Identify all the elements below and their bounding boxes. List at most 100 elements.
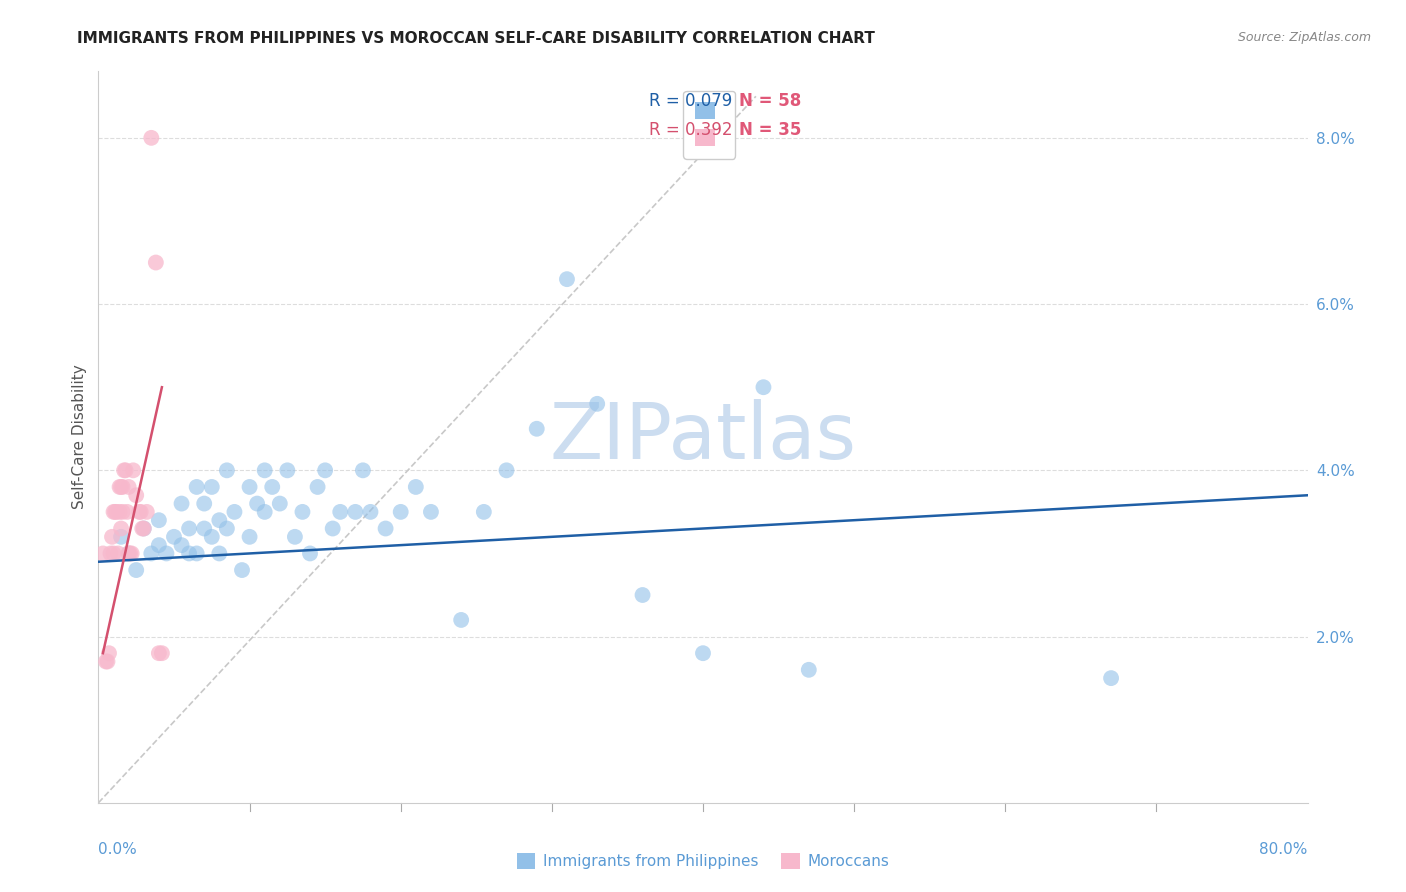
Point bbox=[586, 397, 609, 411]
Point bbox=[405, 480, 427, 494]
Point bbox=[269, 497, 291, 511]
Point bbox=[103, 546, 125, 560]
Point bbox=[797, 663, 820, 677]
Point bbox=[114, 463, 136, 477]
Point bbox=[150, 646, 173, 660]
Text: 0.0%: 0.0% bbox=[98, 842, 138, 856]
Y-axis label: Self-Care Disability: Self-Care Disability bbox=[72, 365, 87, 509]
Point bbox=[111, 505, 134, 519]
Point bbox=[118, 480, 141, 494]
Point bbox=[132, 521, 155, 535]
Point bbox=[122, 463, 145, 477]
Legend: , : , bbox=[683, 91, 735, 159]
Point bbox=[555, 272, 578, 286]
Point bbox=[450, 613, 472, 627]
Point bbox=[110, 521, 132, 535]
Text: 80.0%: 80.0% bbox=[1260, 842, 1308, 856]
Point bbox=[208, 513, 231, 527]
Point bbox=[374, 521, 396, 535]
Point bbox=[111, 480, 134, 494]
Point bbox=[253, 463, 276, 477]
Point bbox=[322, 521, 344, 535]
Point bbox=[215, 463, 238, 477]
Point bbox=[253, 505, 276, 519]
Point bbox=[112, 463, 135, 477]
Text: IMMIGRANTS FROM PHILIPPINES VS MOROCCAN SELF-CARE DISABILITY CORRELATION CHART: IMMIGRANTS FROM PHILIPPINES VS MOROCCAN … bbox=[77, 31, 875, 46]
Point bbox=[291, 505, 314, 519]
Point bbox=[135, 505, 157, 519]
Point bbox=[186, 480, 208, 494]
Point bbox=[155, 546, 177, 560]
Point bbox=[101, 530, 124, 544]
Point bbox=[121, 546, 143, 560]
Point bbox=[389, 505, 412, 519]
Point bbox=[170, 497, 193, 511]
Point bbox=[141, 546, 163, 560]
Point bbox=[179, 521, 201, 535]
Point bbox=[170, 538, 193, 552]
Point bbox=[692, 646, 714, 660]
Point bbox=[215, 521, 238, 535]
Point bbox=[631, 588, 654, 602]
Point bbox=[125, 563, 148, 577]
Text: N = 58: N = 58 bbox=[740, 92, 801, 110]
Point bbox=[201, 480, 224, 494]
Point bbox=[276, 463, 298, 477]
Point bbox=[104, 505, 127, 519]
Point bbox=[115, 505, 138, 519]
Point bbox=[246, 497, 269, 511]
Point bbox=[1099, 671, 1122, 685]
Point bbox=[96, 655, 118, 669]
Text: Source: ZipAtlas.com: Source: ZipAtlas.com bbox=[1237, 31, 1371, 45]
Point bbox=[118, 546, 141, 560]
Point bbox=[163, 530, 186, 544]
Text: R = 0.392: R = 0.392 bbox=[648, 121, 733, 139]
Point bbox=[752, 380, 775, 394]
Point bbox=[495, 463, 517, 477]
Point bbox=[110, 530, 132, 544]
Point bbox=[91, 546, 114, 560]
Point bbox=[100, 546, 122, 560]
Point bbox=[239, 480, 262, 494]
Point bbox=[314, 463, 336, 477]
Point bbox=[118, 546, 141, 560]
Point bbox=[193, 521, 215, 535]
Legend: Immigrants from Philippines, Moroccans: Immigrants from Philippines, Moroccans bbox=[510, 847, 896, 875]
Point bbox=[120, 546, 142, 560]
Point bbox=[125, 488, 148, 502]
Point bbox=[107, 546, 129, 560]
Point bbox=[208, 546, 231, 560]
Point bbox=[344, 505, 367, 519]
Point bbox=[526, 422, 548, 436]
Point bbox=[299, 546, 322, 560]
Point bbox=[131, 521, 153, 535]
Point bbox=[284, 530, 307, 544]
Point bbox=[360, 505, 382, 519]
Point bbox=[472, 505, 495, 519]
Point bbox=[108, 505, 131, 519]
Point bbox=[186, 546, 208, 560]
Point bbox=[145, 255, 167, 269]
Text: ZIPatlas: ZIPatlas bbox=[550, 399, 856, 475]
Point bbox=[224, 505, 246, 519]
Point bbox=[201, 530, 224, 544]
Point bbox=[231, 563, 253, 577]
Point bbox=[148, 646, 170, 660]
Point bbox=[128, 505, 150, 519]
Point bbox=[193, 497, 215, 511]
Point bbox=[98, 646, 121, 660]
Point bbox=[352, 463, 374, 477]
Point bbox=[329, 505, 352, 519]
Text: N = 35: N = 35 bbox=[740, 121, 801, 139]
Point bbox=[148, 538, 170, 552]
Point bbox=[108, 480, 131, 494]
Point bbox=[129, 505, 152, 519]
Point bbox=[110, 480, 132, 494]
Point bbox=[307, 480, 329, 494]
Point bbox=[105, 505, 128, 519]
Point bbox=[148, 513, 170, 527]
Point bbox=[141, 131, 163, 145]
Point bbox=[262, 480, 284, 494]
Point bbox=[239, 530, 262, 544]
Point bbox=[132, 521, 155, 535]
